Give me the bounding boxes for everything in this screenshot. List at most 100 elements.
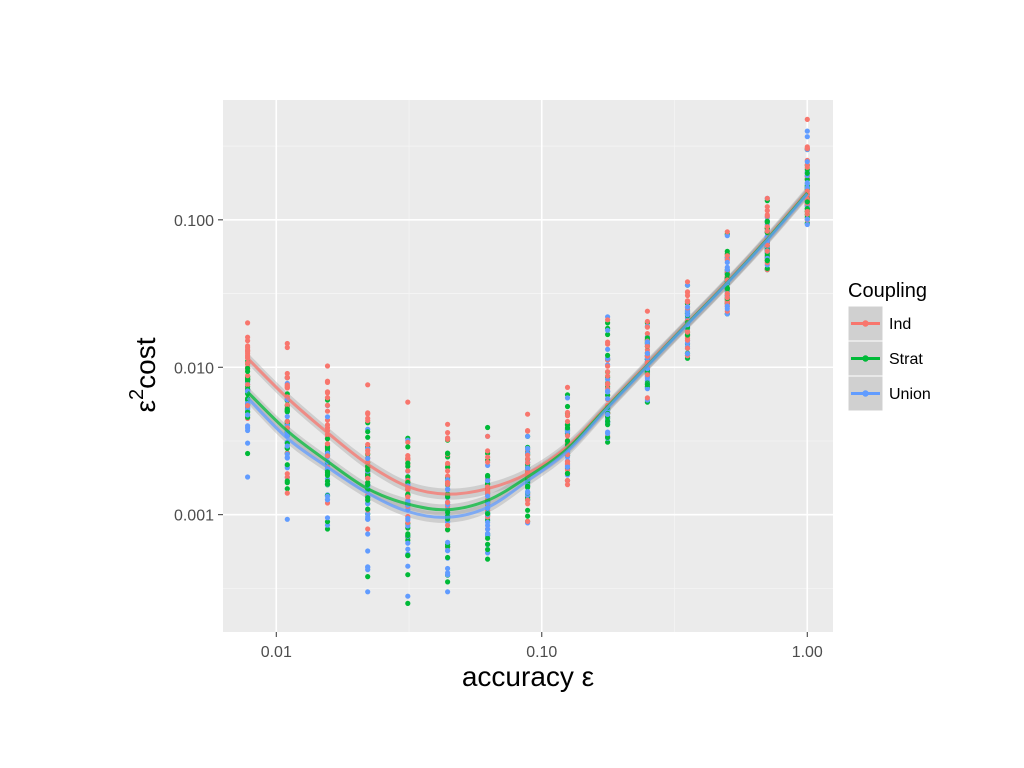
point-ind [365,448,371,454]
point-union [605,396,611,402]
point-strat [405,460,411,466]
point-ind [564,409,571,416]
point-strat [764,258,770,264]
point-union [804,128,810,134]
plot-panel [223,100,833,632]
point-strat [605,434,611,440]
point-strat [445,464,451,470]
point-ind [485,433,491,439]
point-ind [485,448,491,454]
point-union [525,489,531,496]
point-union [605,430,611,437]
point-union [365,531,371,537]
legend-label-union: Union [889,386,931,403]
point-strat [564,403,571,410]
point-ind [564,418,571,425]
point-ind [724,291,730,297]
point-strat [564,438,571,444]
point-ind [324,453,331,459]
point-strat [405,572,411,578]
point-ind [324,363,331,369]
point-union [724,233,730,239]
point-ind [525,497,531,503]
point-union [284,443,290,449]
point-union [525,433,531,439]
point-ind [684,298,691,304]
point-ind [644,372,651,378]
point-union [324,515,331,521]
point-union [684,312,691,318]
point-union [445,565,451,572]
point-strat [804,199,810,205]
point-ind [764,248,770,254]
point-ind [644,331,651,337]
point-ind [284,418,290,425]
point-strat [405,600,411,607]
point-strat [365,434,371,440]
point-union [245,412,251,418]
point-ind [605,382,611,388]
point-ind [764,213,770,219]
x-tick-label: 0.10 [526,644,557,661]
point-strat [324,469,331,475]
point-ind [445,468,451,474]
point-ind [445,473,451,479]
point-union [804,159,810,165]
point-union [365,511,371,517]
point-union [245,427,251,434]
point-union [605,411,611,417]
point-ind [284,340,290,347]
point-strat [525,513,531,519]
point-ind [405,453,411,459]
point-strat [245,368,251,374]
point-ind [605,363,611,369]
point-strat [324,526,331,532]
point-ind [804,164,810,170]
point-ind [764,228,770,234]
point-union [485,519,491,525]
point-ind [284,382,290,388]
point-strat [525,483,531,489]
line-union [246,192,809,519]
point-union [485,493,491,499]
point-ind [684,292,691,299]
point-ind [724,229,730,235]
point-union [605,389,611,395]
point-strat [644,381,651,388]
point-ind [564,482,571,488]
point-ind [485,454,491,460]
point-ind [684,289,691,295]
point-ind [605,341,611,347]
legend-title: Coupling [848,280,927,302]
point-union [365,567,371,573]
point-ind [284,374,290,381]
point-union [724,259,730,265]
point-strat [724,271,730,278]
smooth-lines [246,190,809,519]
point-ind [365,526,371,532]
point-union [324,414,331,420]
point-ind [804,116,810,122]
x-tick-label: 1.00 [792,644,823,661]
point-strat [485,541,491,547]
point-strat [485,546,491,553]
point-ind [324,422,331,428]
point-union [445,539,451,545]
point-ind [644,395,651,401]
point-ind [764,208,770,214]
y-axis-title-main: ε [130,400,161,412]
point-union [605,327,611,333]
point-ind [525,460,531,466]
point-ind [644,308,651,314]
point-strat [405,474,411,480]
point-ind [324,378,331,384]
point-ind [284,370,290,377]
point-ind [445,479,451,486]
point-union [724,306,730,312]
point-ind [245,373,251,379]
point-strat [324,436,331,442]
point-union [365,548,371,554]
point-strat [605,439,611,445]
point-union [445,572,451,578]
